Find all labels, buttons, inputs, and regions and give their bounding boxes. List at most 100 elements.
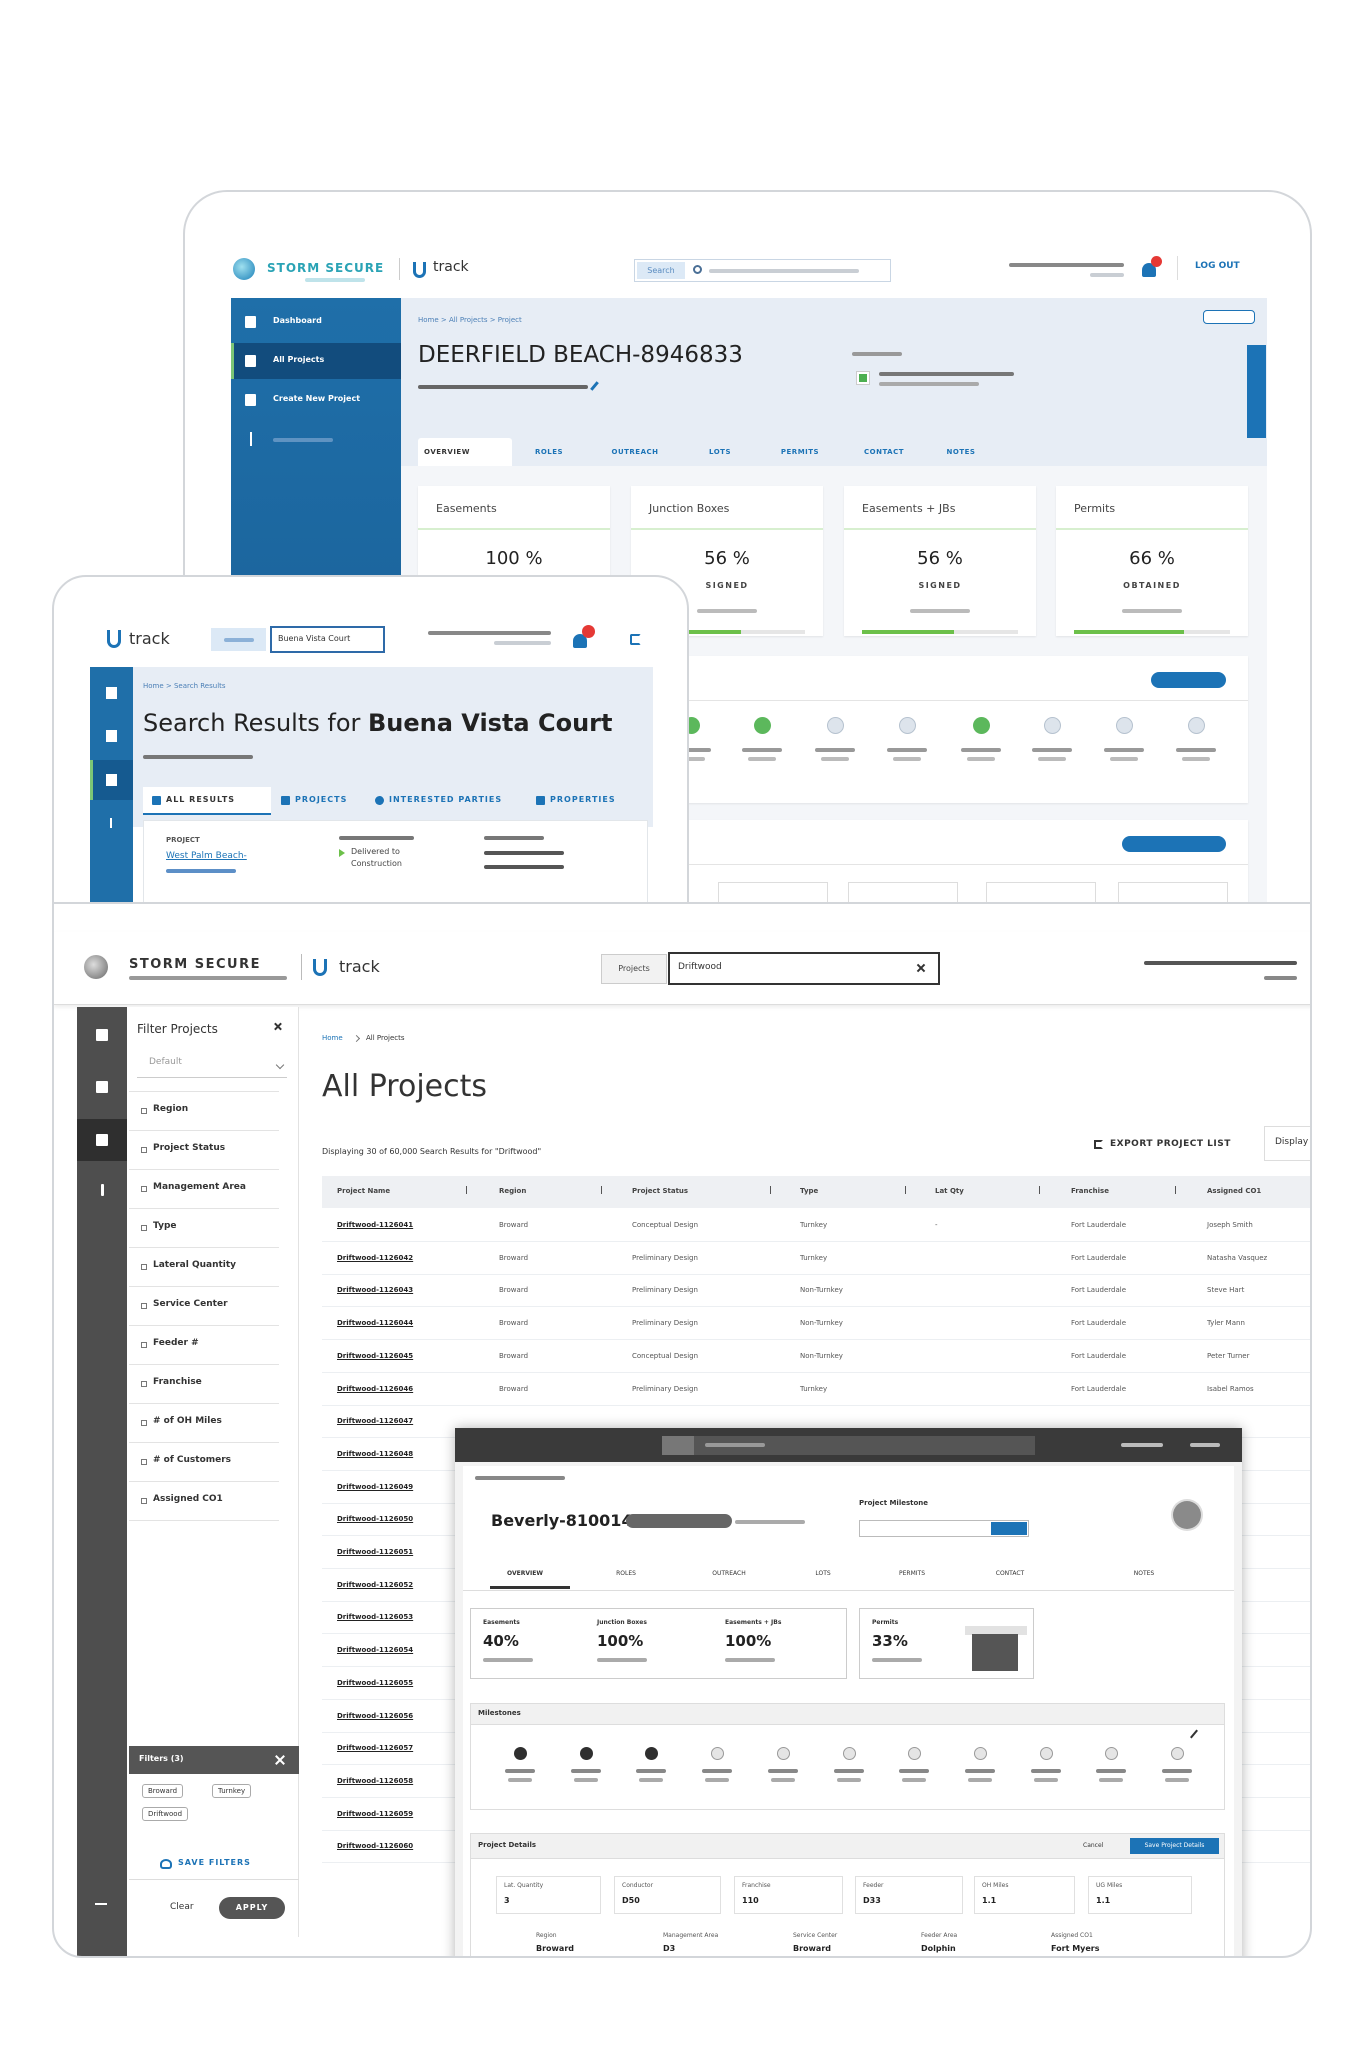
edit-button[interactable] (1122, 836, 1226, 852)
tab[interactable]: ROLES (534, 448, 564, 456)
milestone-input[interactable] (859, 1520, 1029, 1537)
tab[interactable]: ROLES (616, 1570, 636, 1577)
preset-select[interactable] (137, 1054, 287, 1078)
result-link[interactable]: West Palm Beach- (166, 851, 247, 861)
status-indicator (856, 371, 870, 385)
tab[interactable]: CONTACT (863, 448, 905, 456)
column-header[interactable]: Lat Qty (935, 1187, 964, 1195)
project-link[interactable]: Driftwood-1126053 (337, 1613, 414, 1622)
search-scope[interactable]: Projects (601, 954, 667, 984)
nav-icon[interactable] (96, 1029, 108, 1041)
filter-item[interactable]: Service Center (153, 1299, 228, 1309)
filter-item[interactable]: Franchise (153, 1377, 202, 1387)
nav-icon[interactable] (106, 774, 117, 786)
search-input[interactable]: Driftwood (668, 952, 940, 985)
tab[interactable]: CONTACT (995, 1570, 1025, 1577)
project-link[interactable]: Driftwood-1126055 (337, 1678, 414, 1687)
side-tab[interactable] (1247, 345, 1266, 438)
tab[interactable]: OUTREACH (611, 448, 659, 456)
avatar[interactable] (1173, 1501, 1201, 1529)
add-button[interactable] (1151, 672, 1226, 688)
project-link[interactable]: Driftwood-1126054 (337, 1646, 414, 1655)
notification-bell[interactable] (1142, 263, 1156, 277)
clear-button[interactable]: Clear (170, 1902, 194, 1912)
search-box[interactable]: Search (634, 259, 891, 282)
filter-item[interactable]: Feeder # (153, 1338, 199, 1348)
apply-button[interactable]: APPLY (219, 1897, 285, 1919)
tab[interactable]: LOTS (815, 1570, 831, 1577)
nav-icon[interactable] (106, 687, 117, 699)
project-link[interactable]: Driftwood-1126050 (337, 1515, 414, 1524)
nav-icon[interactable] (96, 1081, 108, 1093)
project-link[interactable]: Driftwood-1126042 (337, 1253, 414, 1262)
project-link[interactable]: Driftwood-1126049 (337, 1482, 414, 1491)
project-link[interactable]: Driftwood-1126060 (337, 1842, 414, 1851)
notification-bell[interactable] (573, 634, 587, 648)
project-link[interactable]: Driftwood-1126051 (337, 1548, 414, 1556)
tab[interactable]: LOTS (709, 448, 731, 456)
milestone-button[interactable] (991, 1522, 1027, 1535)
nav-item[interactable]: Create New Project (273, 394, 361, 403)
tab[interactable]: OUTREACH (712, 1570, 746, 1577)
filter-item[interactable]: # of OH Miles (153, 1416, 222, 1426)
tab[interactable]: ALL RESULTS (166, 795, 236, 804)
tab[interactable]: PROPERTIES (550, 795, 616, 804)
column-header[interactable]: Project Name (337, 1187, 391, 1195)
search-title: Search Results for Buena Vista Court (143, 709, 612, 737)
project-link[interactable]: Driftwood-1126048 (337, 1449, 414, 1458)
search-scope[interactable]: Search (637, 262, 685, 279)
filter-item[interactable]: Management Area (153, 1182, 246, 1192)
collapse-arrow[interactable] (95, 1903, 107, 1905)
tab[interactable]: PERMITS (899, 1570, 925, 1577)
tab[interactable]: PERMITS (780, 448, 820, 456)
logout-icon[interactable] (630, 634, 641, 645)
project-link[interactable]: Driftwood-1126045 (337, 1351, 414, 1360)
project-link[interactable]: Driftwood-1126052 (337, 1580, 414, 1589)
tab[interactable]: OVERVIEW (507, 1570, 543, 1577)
nav-icon[interactable] (110, 818, 112, 828)
save-filters[interactable]: SAVE FILTERS (178, 1858, 251, 1867)
project-link[interactable]: Driftwood-1126059 (337, 1809, 414, 1818)
column-header[interactable]: Region (499, 1187, 527, 1195)
nav-icon[interactable] (101, 1184, 104, 1196)
filter-chip[interactable]: Broward (142, 1784, 184, 1798)
filter-item[interactable]: Lateral Quantity (153, 1260, 237, 1270)
logout[interactable]: LOG OUT (1195, 261, 1240, 271)
export-button[interactable]: EXPORT PROJECT LIST (1110, 1139, 1231, 1149)
column-header[interactable]: Project Status (632, 1187, 689, 1195)
project-link[interactable]: Driftwood-1126047 (337, 1417, 414, 1426)
project-link[interactable]: Driftwood-1126041 (337, 1221, 414, 1229)
filter-item[interactable]: Type (153, 1221, 177, 1231)
column-header[interactable]: Type (800, 1187, 819, 1195)
search-box[interactable]: Buena Vista Court (270, 626, 385, 653)
filter-chip[interactable]: Turnkey (212, 1784, 252, 1798)
nav-icon[interactable] (106, 730, 117, 742)
nav-item[interactable]: Dashboard (273, 316, 322, 325)
project-link[interactable]: Driftwood-1126056 (337, 1711, 414, 1720)
project-link[interactable]: Driftwood-1126044 (337, 1319, 414, 1328)
project-link[interactable]: Driftwood-1126057 (337, 1744, 414, 1753)
tab[interactable]: PROJECTS (295, 795, 348, 804)
cancel-button[interactable]: Cancel (1083, 1842, 1104, 1849)
filter-item[interactable]: # of Customers (153, 1455, 232, 1465)
filter-panel: Filter Projects Default Region Project Stat… (127, 1007, 299, 1937)
breadcrumb-home[interactable]: Home (322, 1034, 343, 1042)
save-button[interactable]: Save Project Details (1130, 1838, 1219, 1854)
project-link[interactable]: Driftwood-1126043 (337, 1286, 414, 1295)
filter-chip[interactable]: Driftwood (142, 1807, 189, 1821)
project-link[interactable]: Driftwood-1126058 (337, 1776, 414, 1785)
tab[interactable]: NOTES (1133, 1570, 1155, 1577)
search-box[interactable] (662, 1436, 1035, 1455)
filter-item[interactable]: Project Status (153, 1143, 226, 1153)
nav-item[interactable]: All Projects (273, 355, 325, 364)
filter-item[interactable]: Region (153, 1104, 189, 1114)
filter-item[interactable]: Assigned CO1 (153, 1494, 223, 1504)
tab[interactable]: NOTES (946, 448, 976, 456)
tab[interactable]: INTERESTED PARTIES (389, 795, 503, 804)
tab[interactable]: OVERVIEW (424, 448, 470, 456)
nav-icon[interactable] (96, 1134, 108, 1146)
column-header[interactable]: Assigned CO1 (1207, 1187, 1262, 1195)
column-header[interactable]: Franchise (1071, 1187, 1109, 1195)
display-button[interactable]: Display (1264, 1126, 1310, 1161)
project-link[interactable]: Driftwood-1126046 (337, 1384, 414, 1393)
